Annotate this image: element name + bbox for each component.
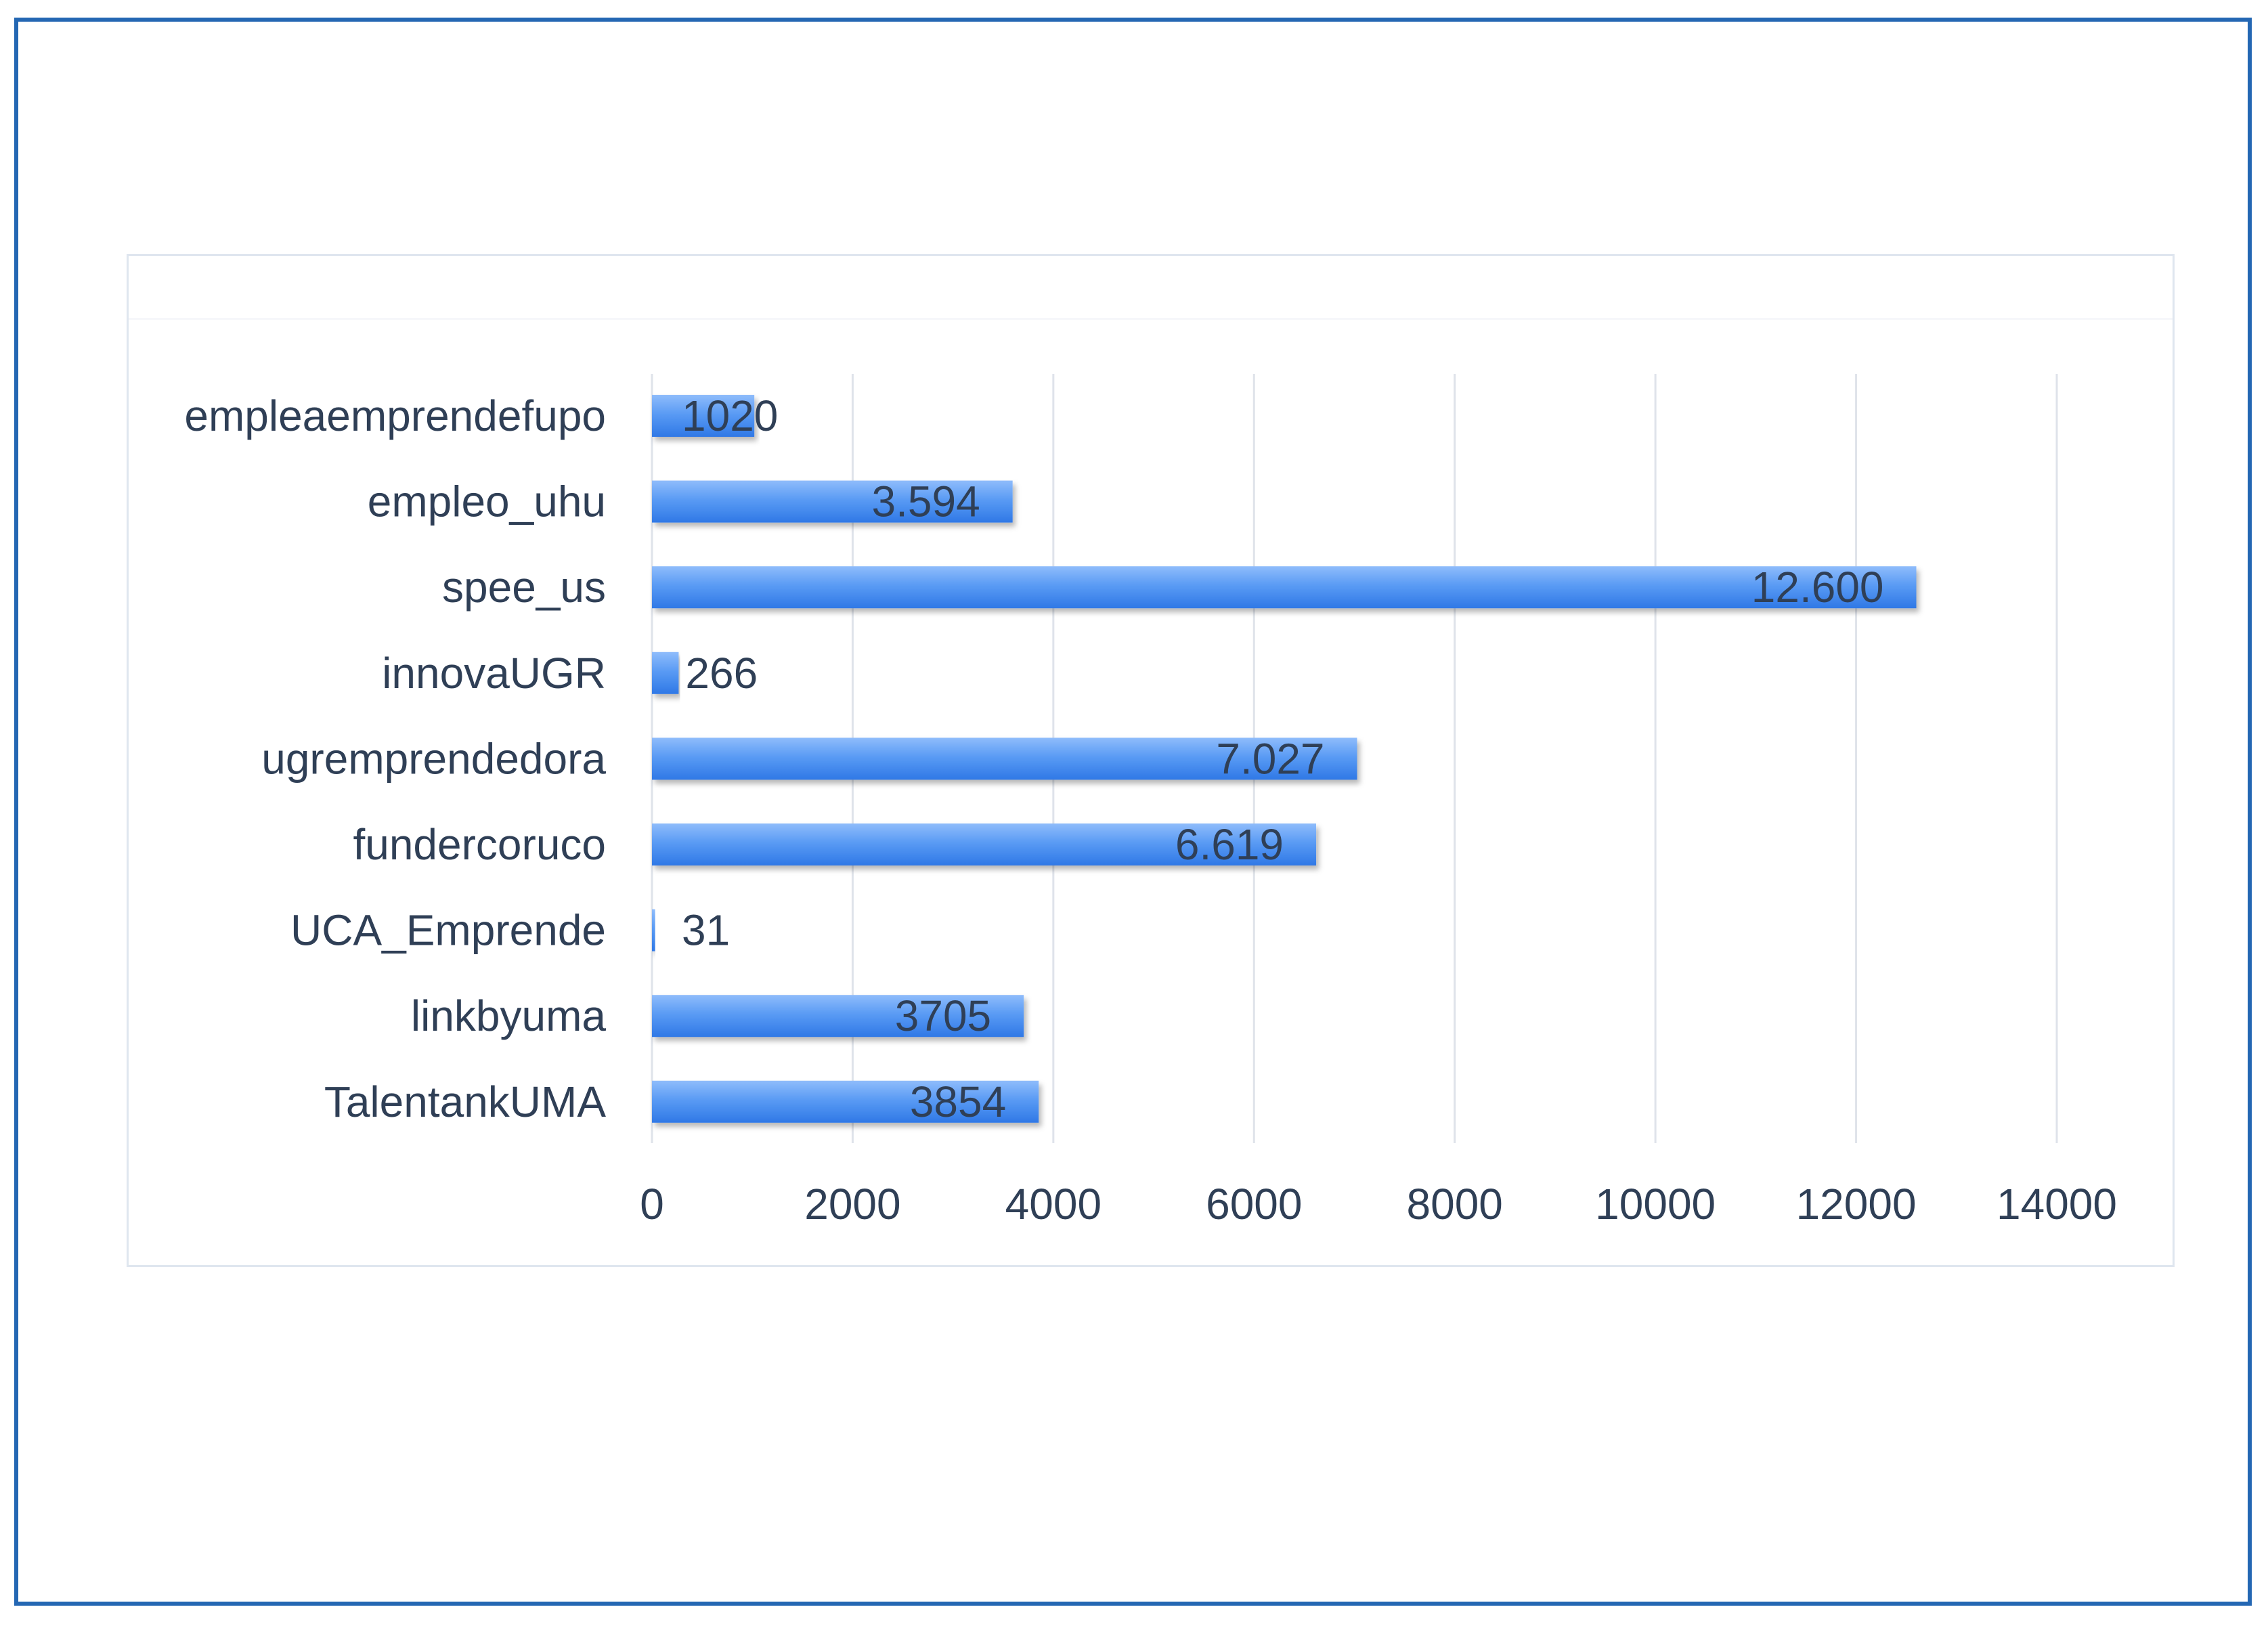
- category-label: empleo_uhu: [368, 477, 606, 526]
- category-label: fundercoruco: [353, 820, 606, 869]
- x-tick-label: 6000: [1206, 1180, 1302, 1228]
- bar-ugremprendedora: [652, 737, 1357, 780]
- category-label: UCA_Emprende: [290, 906, 606, 955]
- x-tick-label: 4000: [1005, 1180, 1102, 1228]
- data-label-UCA_Emprende: 31: [682, 906, 730, 955]
- x-tick-label: 14000: [1997, 1180, 2117, 1228]
- data-label-TalentankUMA: 3854: [910, 1077, 1006, 1126]
- x-tick-label: 0: [640, 1180, 664, 1228]
- bar-innovaUGR: [652, 651, 679, 694]
- data-label-fundercoruco: 6.619: [1175, 820, 1284, 869]
- x-tick-label: 8000: [1407, 1180, 1503, 1228]
- bar-linkbyuma: [652, 995, 1024, 1037]
- data-label-innovaUGR: 266: [685, 649, 758, 698]
- bar-spee_us: [652, 566, 1917, 609]
- data-label-spee_us: 12.600: [1751, 563, 1884, 612]
- data-label-ugremprendedora: 7.027: [1216, 734, 1324, 783]
- bar-TalentankUMA: [652, 1080, 1039, 1123]
- bar-fundercoruco: [652, 823, 1317, 865]
- category-label: ugremprendedora: [261, 734, 606, 783]
- category-label: TalentankUMA: [324, 1077, 607, 1126]
- category-label: innovaUGR: [382, 649, 606, 698]
- bar-empleo_uhu: [652, 480, 1013, 523]
- category-label: linkbyuma: [411, 991, 607, 1040]
- x-tick-label: 2000: [804, 1180, 900, 1228]
- labels: 0 2000 4000 6000 8000 10000 12000 14000 empleaem…: [184, 391, 2117, 1228]
- category-label: empleaemprendefupo: [184, 391, 606, 440]
- bar-empleaemprendefupo: [652, 395, 755, 437]
- data-label-empleaemprendefupo: 1020: [682, 391, 778, 440]
- panel-divider: [129, 318, 2173, 320]
- x-tick-label: 10000: [1595, 1180, 1716, 1228]
- data-label-empleo_uhu: 3.594: [872, 477, 980, 526]
- bars: [652, 395, 1917, 1123]
- x-tick-label: 12000: [1796, 1180, 1917, 1228]
- bar-UCA_Emprende: [652, 909, 655, 951]
- data-label-linkbyuma: 3705: [895, 991, 991, 1040]
- category-label: spee_us: [442, 563, 606, 612]
